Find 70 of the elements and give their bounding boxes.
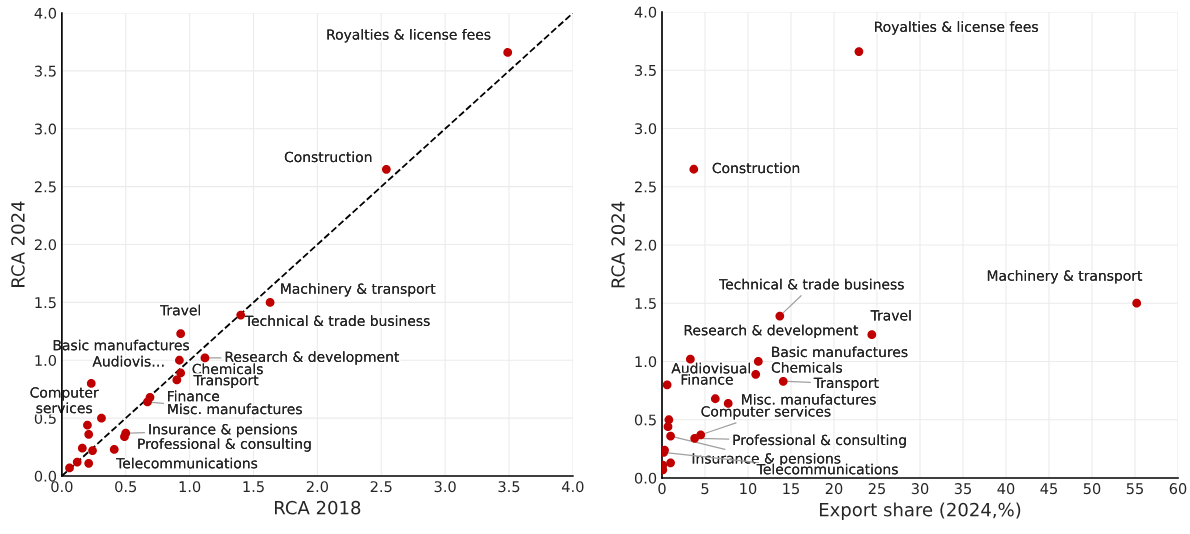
annotation: Audiovis… — [92, 355, 164, 367]
annotation: Telecommunications — [116, 457, 258, 469]
x-tick-label: 20 — [825, 483, 843, 495]
y-tick-label: 2.5 — [635, 181, 656, 193]
x-tick-label: 55 — [1126, 483, 1143, 495]
annotation: Machinery & transport — [281, 283, 436, 297]
x-tick-label: 3.5 — [498, 481, 520, 493]
annotation: Machinery & transport — [987, 270, 1143, 284]
annotation: Chemicals — [192, 363, 263, 375]
y-axis-title: RCA 2024 — [611, 201, 625, 288]
x-tick-label: 25 — [868, 483, 885, 495]
x-tick-label: 10 — [740, 483, 757, 495]
annotation: Audiovisual — [671, 362, 750, 374]
y-tick-label: 0.0 — [34, 470, 57, 482]
x-tick-label: 0.5 — [115, 481, 137, 493]
annotation: Travel — [160, 304, 201, 316]
annotation: Transport — [813, 377, 879, 391]
x-tick-label: 1.5 — [243, 481, 264, 493]
y-tick-label: 2.0 — [34, 239, 57, 251]
x-tick-label: 5 — [701, 483, 709, 495]
y-tick-label: 3.5 — [635, 64, 656, 76]
annotation: Professional & consulting — [733, 434, 906, 448]
y-axis-title: RCA 2024 — [11, 201, 25, 287]
annotation: Royalties & license fees — [327, 29, 491, 43]
x-tick-label: 4.0 — [561, 481, 584, 493]
annotation: Technical & trade business — [719, 278, 904, 290]
annotation: Insurance & pensions — [149, 423, 297, 438]
annotation: Misc. manufactures — [168, 403, 302, 415]
x-tick-label: 2.0 — [306, 481, 328, 493]
x-tick-label: 3.0 — [434, 481, 456, 493]
y-tick-label: 1.0 — [635, 356, 657, 368]
annotation: Technical & trade business — [244, 315, 430, 327]
x-tick-label: 45 — [1040, 483, 1057, 495]
y-tick-label: 0.0 — [634, 472, 657, 484]
annotation: Travel — [870, 309, 911, 321]
y-tick-label: 1.5 — [35, 297, 56, 309]
annotation: Construction — [712, 162, 800, 174]
y-tick-label: 1.5 — [635, 298, 656, 309]
annotation: Professional & consulting — [138, 438, 311, 452]
annotation: Transport — [193, 375, 259, 389]
x-axis-title: Export share (2024,%) — [819, 502, 1021, 520]
y-tick-label: 4.0 — [634, 6, 657, 18]
annotation: Finance — [681, 373, 733, 385]
annotation: Finance — [168, 390, 220, 402]
annotation: Chemicals — [771, 362, 843, 373]
x-axis-title: RCA 2018 — [275, 500, 361, 515]
x-tick-label: 35 — [954, 483, 971, 495]
x-tick-label: 60 — [1169, 483, 1187, 495]
annotation: Computer services — [701, 405, 831, 420]
y-tick-label: 3.0 — [635, 123, 657, 135]
annotation: Construction — [284, 151, 372, 163]
x-tick-label: 50 — [1083, 483, 1101, 495]
x-tick-label: 30 — [911, 483, 929, 495]
y-tick-label: 3.0 — [34, 123, 57, 135]
annotation: Research & development — [684, 324, 859, 339]
x-tick-label: 1.0 — [179, 481, 201, 493]
y-tick-label: 2.0 — [635, 239, 657, 251]
annotation: Misc. manufactures — [742, 393, 876, 405]
y-tick-label: 0.5 — [634, 414, 656, 426]
annotation: Royalties & license fees — [875, 21, 1038, 35]
y-tick-label: 4.0 — [34, 7, 57, 19]
x-tick-label: 0 — [658, 483, 666, 495]
y-tick-label: 2.5 — [34, 181, 56, 193]
x-tick-label: 15 — [783, 483, 799, 495]
x-tick-label: 0.0 — [51, 481, 73, 493]
x-tick-label: 2.5 — [370, 481, 392, 493]
y-tick-label: 3.5 — [34, 65, 56, 77]
x-tick-label: 40 — [997, 483, 1015, 495]
annotation: Basic manufactures — [772, 346, 908, 358]
y-tick-label: 1.0 — [35, 354, 57, 367]
